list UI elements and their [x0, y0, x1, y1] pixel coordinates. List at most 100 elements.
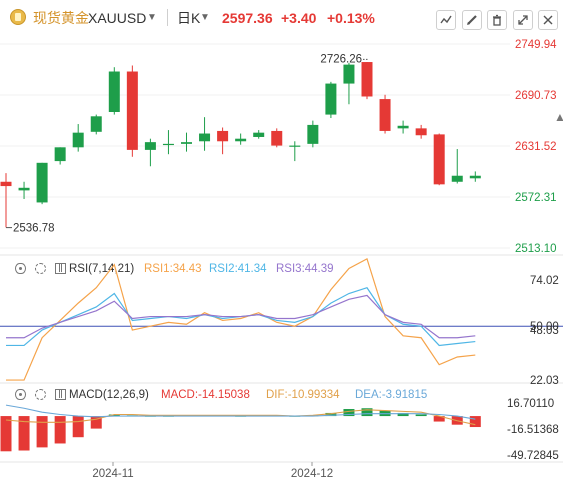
header-divider [167, 9, 168, 26]
macd-plot [0, 404, 481, 452]
rsi-title: RSI(7,14,21) [69, 263, 135, 275]
dif-legend: DIF:-10.99334 [266, 389, 340, 401]
rsi-tick-label: 48.03 [530, 325, 559, 337]
draw-tool-button[interactable] [436, 10, 456, 30]
axis-labels: 2749.94 2690.73 2631.52 2572.31 2513.10 2726.… [6, 39, 559, 480]
macd-series-dea [5, 404, 476, 420]
candles [0, 62, 481, 228]
price-change: +3.40 [281, 10, 317, 26]
rsi-visibility-icon[interactable] [15, 263, 26, 274]
candle-body [144, 142, 156, 150]
rsi-table-icon[interactable] [55, 263, 66, 274]
macd-legend: MACD:-14.15038 [161, 389, 250, 401]
price-change-percent: +0.13% [327, 10, 375, 26]
rsi-tick-label: 22.03 [530, 375, 559, 387]
last-price: 2597.36 [222, 10, 273, 26]
macd-tick-label: 16.70110 [507, 398, 554, 410]
candle-body [126, 71, 138, 150]
candle-body [361, 62, 373, 97]
macd-histogram-bar [361, 408, 373, 417]
macd-histogram-bar [325, 412, 337, 417]
candle-body [90, 116, 102, 132]
rsi-reference-label: 50.00 [530, 321, 559, 333]
trash-icon [493, 14, 501, 26]
collapse-panel-icon[interactable]: ▲ [554, 110, 563, 124]
chart-header: 现货黄金 XAUUSD ▼ 日K ▼ 2597.36 +3.40 +0.13% [0, 0, 563, 34]
dea-legend: DEA:-3.91815 [355, 389, 428, 401]
x-tick-label: 2024-12 [291, 468, 333, 480]
period-selector[interactable]: 日K [177, 10, 201, 26]
macd-histogram-bar [72, 416, 84, 438]
macd-tick-label: -16.51368 [507, 424, 559, 436]
candle-body [72, 132, 84, 148]
macd-histogram-bar [415, 414, 427, 417]
macd-series-dif [5, 409, 476, 426]
high-price-label: 2726.26 [320, 53, 362, 65]
candle-body [469, 175, 481, 179]
fullscreen-icon [518, 15, 528, 25]
price-tick-label: 2572.31 [515, 192, 557, 204]
macd-histogram-bar [397, 412, 409, 417]
macd-histogram-bar [469, 416, 481, 428]
macd-histogram-bar [18, 416, 30, 451]
rsi3-legend: RSI3:44.39 [276, 263, 334, 275]
gold-coin-icon [10, 9, 26, 25]
price-tick-label: 2513.10 [515, 243, 557, 255]
rsi-series-rsi3 [6, 294, 476, 339]
candle-body [235, 138, 247, 142]
trash-button[interactable] [487, 10, 507, 30]
rsi-tick-label: 74.02 [530, 275, 559, 287]
grid [0, 43, 510, 249]
price-tick-label: 2749.94 [515, 39, 557, 51]
close-button[interactable] [538, 10, 558, 30]
candle-body [54, 147, 66, 162]
rsi-series-rsi1 [6, 258, 476, 381]
candle-body [217, 130, 229, 142]
pencil-icon [467, 15, 477, 25]
instrument-symbol[interactable]: XAUUSD [88, 10, 147, 26]
candle-body [451, 175, 463, 182]
macd-visibility-icon[interactable] [15, 389, 26, 400]
x-tick-label: 2024-11 [92, 468, 133, 480]
candle-body [307, 124, 319, 144]
rsi-settings-icon[interactable] [35, 263, 46, 274]
candle-body [397, 125, 409, 129]
pencil-button[interactable] [462, 10, 482, 30]
candle-body [253, 132, 265, 137]
candle-body [433, 134, 445, 185]
symbol-dropdown-icon[interactable]: ▼ [147, 12, 157, 23]
macd-histogram-bar [108, 414, 120, 417]
candle-body [343, 64, 355, 84]
instrument-name[interactable]: 现货黄金 [33, 10, 89, 26]
macd-histogram-bar [343, 409, 355, 417]
candle-body [271, 130, 283, 146]
low-price-label: 2536.78 [13, 223, 55, 235]
candle-body [0, 181, 12, 187]
macd-histogram-bar [0, 416, 12, 452]
rsi2-legend: RSI2:41.34 [209, 263, 267, 275]
macd-table-icon[interactable] [55, 389, 66, 400]
draw-tool-icon [440, 15, 452, 24]
candle-body [199, 133, 211, 142]
rsi-lines [0, 258, 563, 381]
candle-body [289, 145, 301, 147]
macd-histogram-bar [54, 416, 66, 444]
period-dropdown-icon[interactable]: ▼ [200, 12, 210, 23]
candle-body [108, 71, 120, 112]
macd-tick-label: -49.72845 [507, 450, 559, 462]
macd-histogram-bar [90, 416, 102, 429]
candle-body [162, 143, 174, 146]
candle-body [325, 83, 337, 115]
price-tick-label: 2690.73 [515, 90, 557, 102]
price-tick-label: 2631.52 [515, 141, 557, 153]
fullscreen-button[interactable] [513, 10, 533, 30]
candle-body [18, 187, 30, 191]
macd-settings-icon[interactable] [35, 389, 46, 400]
macd-histogram-bar [36, 416, 48, 448]
candle-body [181, 142, 192, 144]
macd-title: MACD(12,26,9) [69, 389, 149, 401]
candle-body [415, 128, 427, 136]
candle-body [36, 162, 48, 203]
